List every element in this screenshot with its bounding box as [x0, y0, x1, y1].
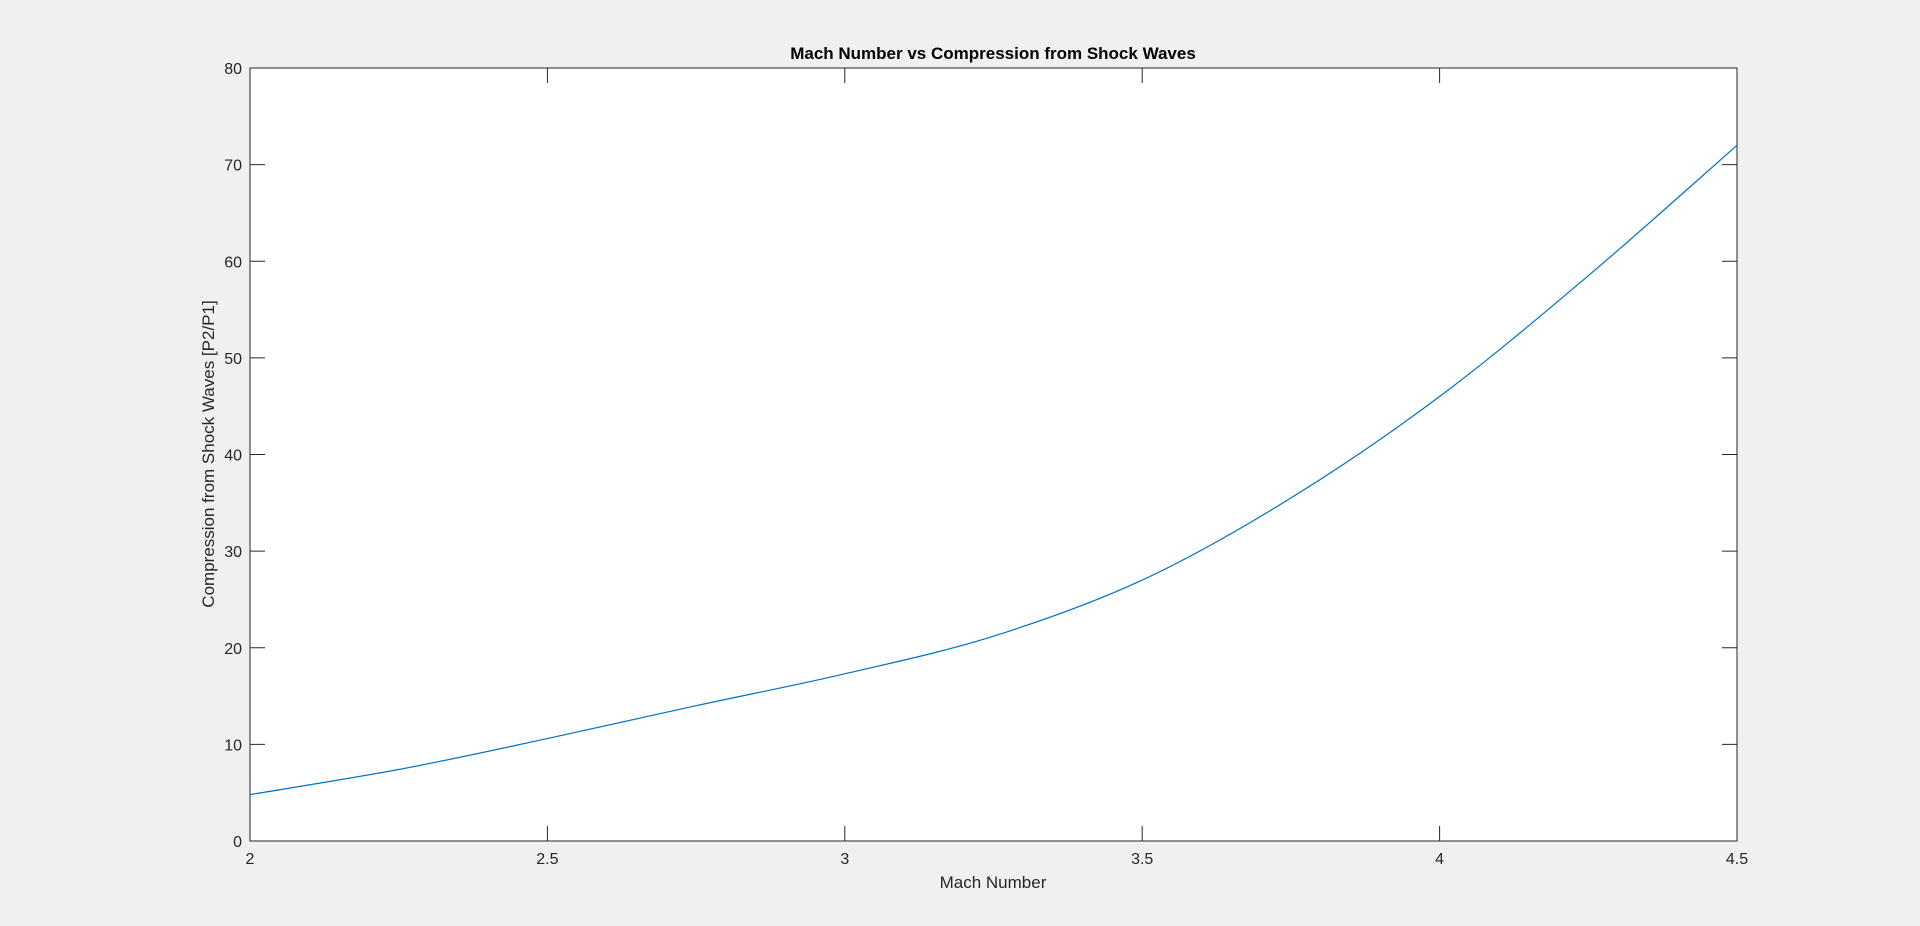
x-tick-label: 2	[246, 851, 255, 868]
plot-area	[249, 67, 1738, 842]
x-axis-label: Mach Number	[940, 873, 1047, 892]
y-axis-label: Compression from Shock Waves [P2/P1]	[199, 300, 218, 607]
y-tick-label: 70	[224, 158, 242, 175]
x-tick-label: 3.5	[1131, 851, 1153, 868]
y-tick-label: 0	[233, 834, 242, 851]
x-tick-label: 4.5	[1726, 851, 1748, 868]
y-tick-group: 0 10 20 30 40 50 60 70 80	[224, 61, 1737, 851]
x-tick-label: 2.5	[536, 851, 558, 868]
y-tick-label: 60	[224, 254, 242, 271]
x-tick-label: 3	[840, 851, 849, 868]
y-tick-label: 80	[224, 61, 242, 78]
series-line	[249, 144, 1738, 796]
x-tick-group: 2 2.5 3 3.5 4 4.5	[246, 68, 1748, 868]
y-tick-label: 10	[224, 737, 242, 754]
y-tick-label: 20	[224, 641, 242, 658]
x-tick-label: 4	[1435, 851, 1444, 868]
chart-title: Mach Number vs Compression from Shock Wa…	[790, 44, 1196, 63]
y-tick-label: 50	[224, 351, 242, 368]
y-tick-label: 40	[224, 448, 242, 465]
y-tick-label: 30	[224, 544, 242, 561]
